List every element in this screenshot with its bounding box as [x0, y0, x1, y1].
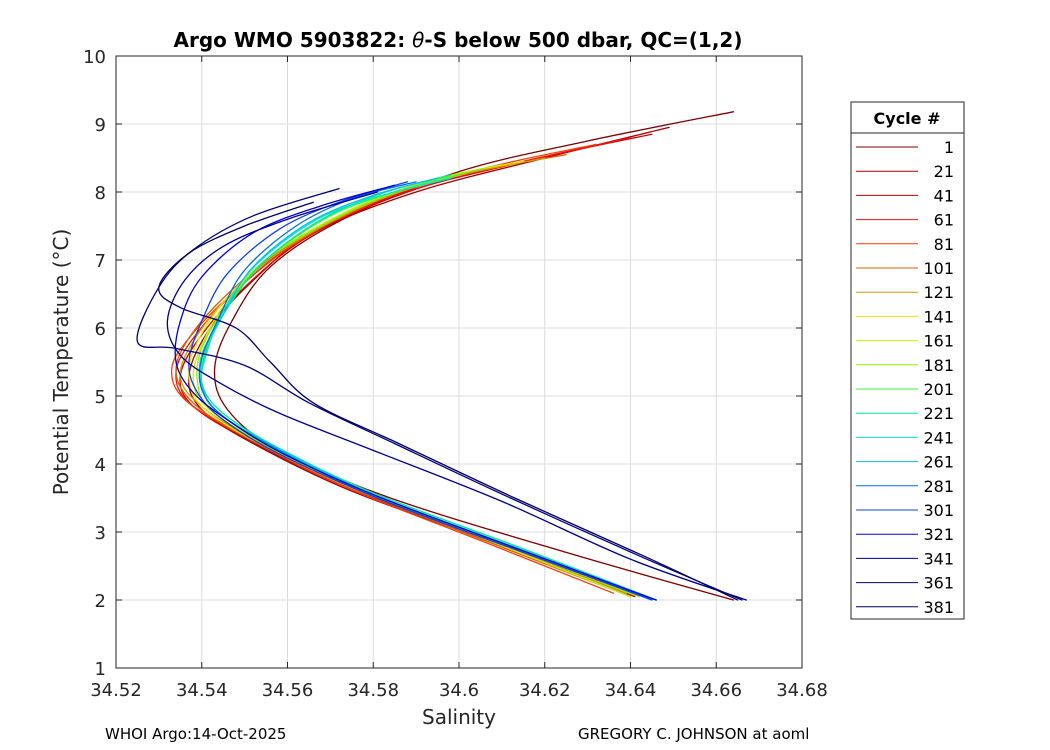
- legend: Cycle # 12141618110112114116118120122124…: [850, 101, 965, 620]
- axis-ticks: 34.52 34.54 34.56 34.58 34.6 34.62 34.64 34.66 3…: [83, 47, 828, 701]
- grid: [115, 55, 803, 669]
- series-line-cycle-221: [200, 174, 649, 598]
- series-line-cycle-21: [187, 126, 670, 598]
- footer-right-credit: GREGORY C. JOHNSON at aoml: [578, 725, 810, 743]
- legend-label-cycle-141: 141: [923, 307, 954, 326]
- legend-label-cycle-361: 361: [923, 574, 954, 593]
- chart-title-suffix: -S below 500 dbar, QC=(1,2): [424, 28, 742, 52]
- legend-label-cycle-261: 261: [923, 453, 954, 472]
- x-tick-label: 34.66: [690, 680, 742, 701]
- y-tick-label: 8: [95, 183, 106, 204]
- x-tick-label: 34.6: [439, 680, 479, 701]
- y-tick-label: 2: [95, 591, 106, 612]
- y-axis-label: Potential Temperature (°C): [49, 229, 73, 496]
- legend-label-cycle-221: 221: [923, 404, 954, 423]
- data-series: [136, 111, 747, 601]
- series-line-cycle-81: [170, 143, 615, 594]
- legend-label-cycle-1: 1: [944, 138, 954, 157]
- series-line-cycle-361: [136, 187, 743, 601]
- series-line-cycle-201: [200, 174, 645, 598]
- series-line-cycle-261: [198, 177, 653, 601]
- legend-label-cycle-41: 41: [934, 186, 954, 205]
- x-tick-label: 34.52: [90, 680, 142, 701]
- series-line-cycle-141: [188, 160, 632, 594]
- series-line-cycle-321: [174, 184, 657, 601]
- legend-entries: 1214161811011211411611812012212412612813…: [856, 138, 954, 617]
- x-tick-label: 34.64: [605, 680, 657, 701]
- legend-label-cycle-281: 281: [923, 477, 954, 496]
- series-line-cycle-301: [188, 181, 653, 601]
- series-line-cycle-341: [166, 191, 747, 601]
- legend-label-cycle-321: 321: [923, 525, 954, 544]
- legend-label-cycle-241: 241: [923, 428, 954, 447]
- legend-label-cycle-81: 81: [934, 235, 954, 254]
- x-tick-label: 34.56: [262, 680, 314, 701]
- series-line-cycle-381: [158, 201, 739, 601]
- legend-label-cycle-21: 21: [934, 162, 954, 181]
- y-tick-label: 9: [95, 115, 106, 136]
- legend-label-cycle-121: 121: [923, 283, 954, 302]
- footer-left-credit: WHOI Argo:14-Oct-2025: [105, 725, 287, 743]
- legend-label-cycle-101: 101: [923, 259, 954, 278]
- chart-title: Argo WMO 5903822: θ-S below 500 dbar, QC…: [174, 28, 743, 52]
- y-tick-label: 6: [95, 319, 106, 340]
- legend-label-cycle-161: 161: [923, 332, 954, 351]
- legend-label-cycle-181: 181: [923, 356, 954, 375]
- legend-title: Cycle #: [874, 109, 941, 128]
- x-tick-label: 34.58: [347, 680, 399, 701]
- legend-label-cycle-201: 201: [923, 380, 954, 399]
- legend-box: [850, 101, 965, 620]
- y-tick-label: 1: [95, 659, 106, 680]
- series-line-cycle-1: [213, 111, 735, 601]
- y-tick-label: 3: [95, 523, 106, 544]
- legend-label-cycle-301: 301: [923, 501, 954, 520]
- legend-label-cycle-381: 381: [923, 598, 954, 617]
- x-tick-label: 34.68: [776, 680, 828, 701]
- y-tick-label: 7: [95, 251, 106, 272]
- series-line-cycle-241: [200, 177, 657, 601]
- y-tick-label: 4: [95, 455, 106, 476]
- chart-title-prefix: Argo WMO 5903822:: [174, 28, 413, 52]
- x-tick-label: 34.62: [519, 680, 571, 701]
- chart-title-symbol: θ: [412, 28, 424, 52]
- y-tick-label: 5: [95, 387, 106, 408]
- legend-label-cycle-61: 61: [934, 211, 954, 230]
- series-line-cycle-281: [198, 181, 657, 601]
- y-tick-label: 10: [83, 47, 106, 68]
- x-tick-label: 34.54: [176, 680, 228, 701]
- x-axis-label: Salinity: [422, 705, 496, 729]
- legend-label-cycle-341: 341: [923, 549, 954, 568]
